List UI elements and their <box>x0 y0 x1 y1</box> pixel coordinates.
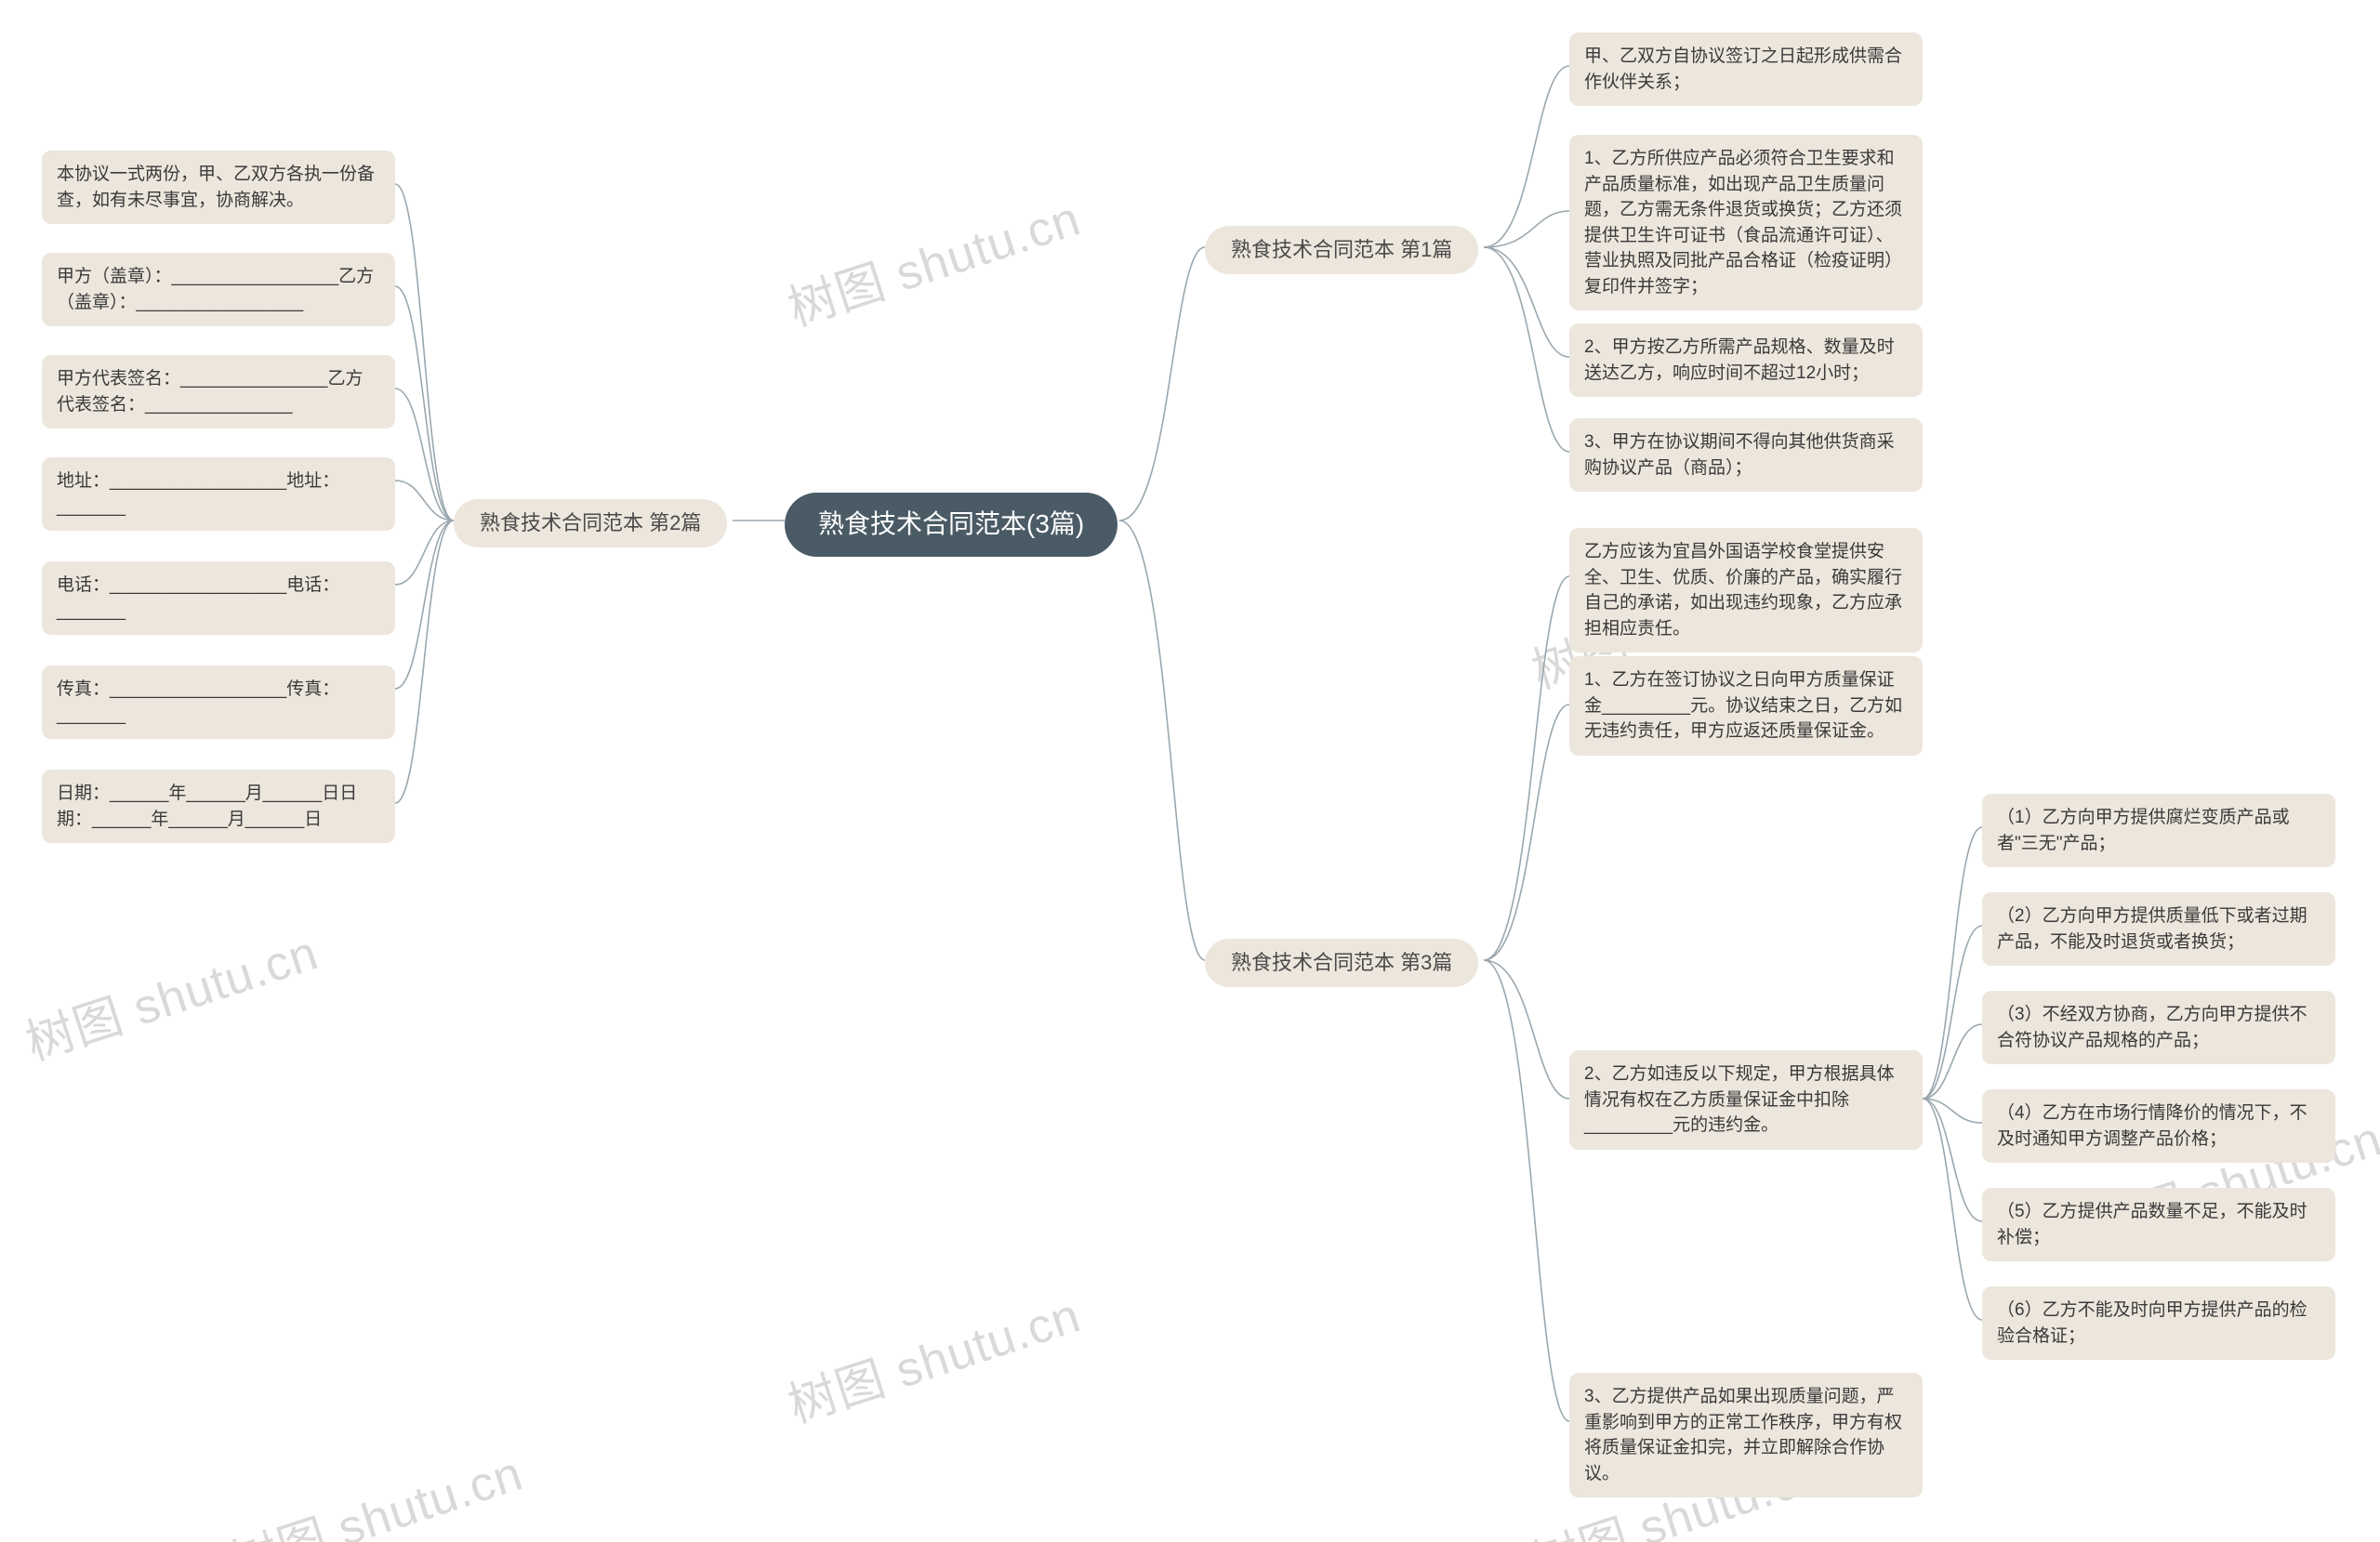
watermark: 树图 shutu.cn <box>16 914 325 1074</box>
leaf-node[interactable]: 2、甲方按乙方所需产品规格、数量及时送达乙方，响应时间不超过12小时； <box>1569 323 1923 397</box>
leaf-node[interactable]: 地址：__________________地址：_______ <box>42 457 395 531</box>
leaf-node[interactable]: 本协议一式两份，甲、乙双方各执一份备查，如有未尽事宜，协商解决。 <box>42 151 395 224</box>
leaf-node[interactable]: （3）不经双方协商，乙方向甲方提供不合符协议产品规格的产品； <box>1982 991 2335 1064</box>
leaf-node[interactable]: 电话：__________________电话：_______ <box>42 561 395 635</box>
leaf-node[interactable]: 甲、乙双方自协议签订之日起形成供需合作伙伴关系； <box>1569 33 1923 106</box>
root-node[interactable]: 熟食技术合同范本(3篇) <box>785 493 1117 557</box>
leaf-node[interactable]: 乙方应该为宜昌外国语学校食堂提供安全、卫生、优质、价廉的产品，确实履行自己的承诺… <box>1569 528 1923 652</box>
leaf-node[interactable]: 甲方代表签名：_______________乙方代表签名：___________… <box>42 355 395 428</box>
watermark: 树图 shutu.cn <box>220 1434 530 1542</box>
leaf-node[interactable]: （5）乙方提供产品数量不足，不能及时补偿； <box>1982 1188 2335 1261</box>
watermark: 树图 shutu.cn <box>778 179 1088 339</box>
watermark: 树图 shutu.cn <box>778 1276 1088 1436</box>
leaf-node[interactable]: （1）乙方向甲方提供腐烂变质产品或者"三无"产品； <box>1982 794 2335 867</box>
leaf-node[interactable]: 1、乙方在签订协议之日向甲方质量保证金_________元。协议结束之日，乙方如… <box>1569 656 1923 756</box>
leaf-node[interactable]: 甲方（盖章）：_________________乙方（盖章）：_________… <box>42 253 395 326</box>
leaf-node[interactable]: 2、乙方如违反以下规定，甲方根据具体情况有权在乙方质量保证金中扣除_______… <box>1569 1050 1923 1150</box>
branch-node[interactable]: 熟食技术合同范本 第1篇 <box>1205 226 1478 274</box>
leaf-node[interactable]: 3、乙方提供产品如果出现质量问题，严重影响到甲方的正常工作秩序，甲方有权将质量保… <box>1569 1373 1923 1497</box>
leaf-node[interactable]: （6）乙方不能及时向甲方提供产品的检验合格证； <box>1982 1286 2335 1360</box>
branch-node[interactable]: 熟食技术合同范本 第3篇 <box>1205 939 1478 987</box>
branch-node[interactable]: 熟食技术合同范本 第2篇 <box>454 499 727 547</box>
leaf-node[interactable]: 1、乙方所供应产品必须符合卫生要求和产品质量标准，如出现产品卫生质量问题，乙方需… <box>1569 135 1923 310</box>
leaf-node[interactable]: （2）乙方向甲方提供质量低下或者过期产品，不能及时退货或者换货； <box>1982 892 2335 966</box>
leaf-node[interactable]: （4）乙方在市场行情降价的情况下，不及时通知甲方调整产品价格； <box>1982 1089 2335 1163</box>
leaf-node[interactable]: 日期：______年______月______日日期：______年______… <box>42 770 395 843</box>
leaf-node[interactable]: 3、甲方在协议期间不得向其他供货商采购协议产品（商品）； <box>1569 418 1923 492</box>
mindmap-canvas: 树图 shutu.cn 树图 shutu.cn 树图 shutu.cn 树图 s… <box>0 0 2380 1542</box>
leaf-node[interactable]: 传真：__________________传真：_______ <box>42 666 395 739</box>
